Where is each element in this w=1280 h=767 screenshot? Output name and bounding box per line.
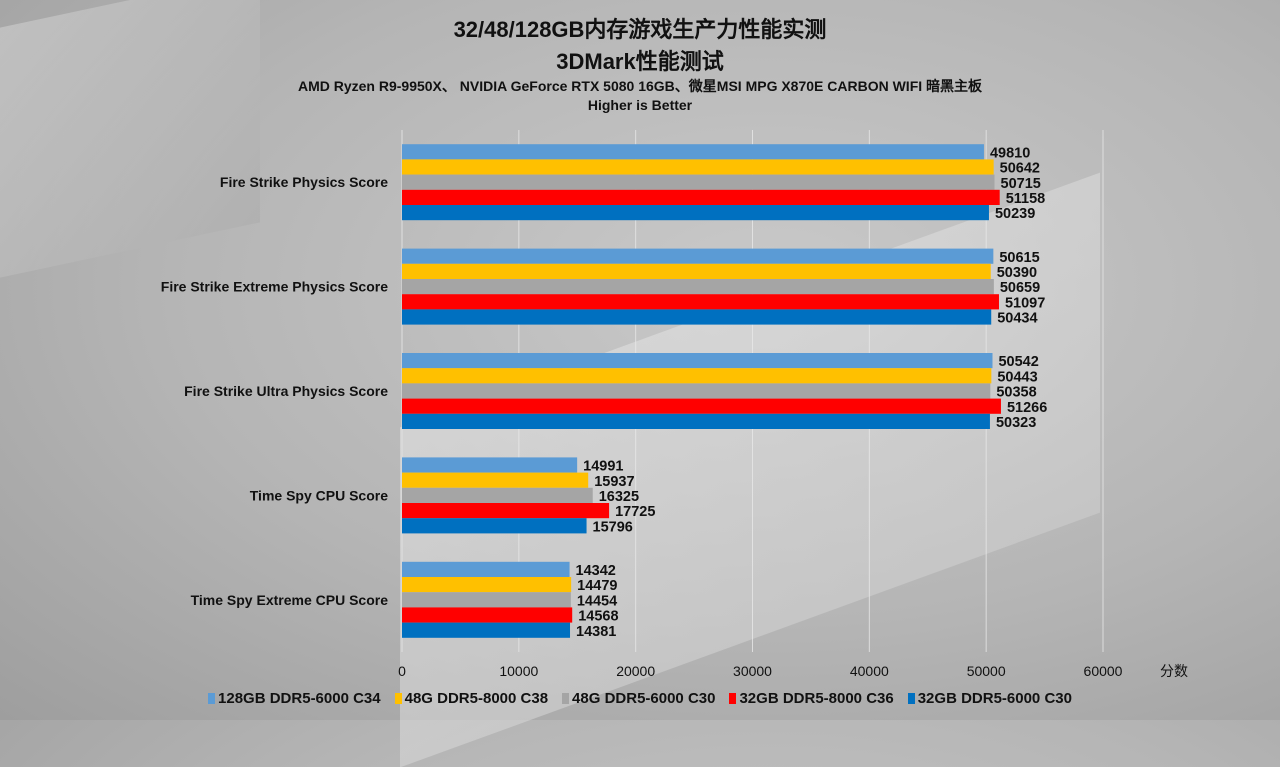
- bar: [402, 174, 995, 190]
- legend-item: 48G DDR5-8000 C38: [394, 690, 549, 707]
- bar: [402, 383, 991, 399]
- bar: [402, 263, 991, 279]
- bar: [402, 309, 992, 325]
- category-label: Fire Strike Ultra Physics Score: [184, 383, 388, 399]
- legend-swatch: [208, 693, 216, 704]
- legend-swatch: [394, 693, 402, 704]
- data-label: 50542: [998, 354, 1038, 370]
- x-tick-label: 30000: [733, 663, 772, 679]
- legend-item: 48G DDR5-6000 C30: [562, 690, 715, 707]
- data-label: 49810: [990, 145, 1030, 161]
- data-label: 15937: [594, 474, 634, 490]
- data-label: 17725: [615, 504, 655, 520]
- bar: [402, 144, 984, 160]
- data-label: 50615: [999, 250, 1039, 266]
- bar: [402, 503, 610, 519]
- x-tick-label: 60000: [1084, 663, 1123, 679]
- bar: [402, 607, 573, 623]
- legend-label: 32GB DDR5-6000 C30: [917, 690, 1072, 707]
- legend-label: 48G DDR5-8000 C38: [404, 690, 549, 707]
- data-label: 50239: [995, 206, 1035, 222]
- bar: [402, 205, 989, 221]
- x-tick-label: 0: [398, 663, 406, 679]
- legend-item: 32GB DDR5-8000 C36: [729, 690, 894, 707]
- x-tick-label: 10000: [499, 663, 538, 679]
- data-label: 50434: [997, 311, 1037, 327]
- bar: [402, 561, 570, 577]
- data-label: 51266: [1007, 400, 1047, 416]
- bar: [402, 592, 571, 608]
- x-tick-label: 20000: [616, 663, 655, 679]
- x-axis-label: 分数: [1160, 663, 1188, 679]
- chart-subtitle: 3DMark性能测试: [556, 49, 724, 74]
- category-label: Time Spy CPU Score: [250, 487, 388, 503]
- legend-swatch: [562, 693, 570, 704]
- chart-test-config: AMD Ryzen R9-9950X、 NVIDIA GeForce RTX 5…: [297, 78, 983, 94]
- chart-title: 32/48/128GB内存游戏生产力性能实测: [453, 17, 827, 42]
- bar: [402, 279, 994, 295]
- bar: [402, 413, 990, 429]
- data-label: 50443: [997, 369, 1037, 385]
- chart-legend: 128GB DDR5-6000 C34 48G DDR5-8000 C38 48G …: [0, 690, 1280, 707]
- bar: [402, 368, 992, 384]
- bar: [402, 294, 999, 310]
- bar: [402, 189, 1000, 205]
- bar: [402, 398, 1001, 414]
- data-label: 14381: [576, 624, 616, 640]
- data-label: 50358: [996, 385, 1036, 401]
- bar: [402, 518, 587, 534]
- legend-label: 48G DDR5-6000 C30: [572, 690, 716, 707]
- data-label: 15796: [593, 519, 633, 535]
- data-label: 51097: [1005, 295, 1045, 311]
- data-label: 50642: [1000, 161, 1040, 177]
- data-label: 14479: [577, 578, 617, 594]
- legend-label: 128GB DDR5-6000 C34: [218, 690, 381, 707]
- legend-item: 128GB DDR5-6000 C34: [208, 690, 381, 707]
- data-label: 14568: [578, 609, 618, 625]
- x-tick-label: 50000: [967, 663, 1006, 679]
- bar: [402, 248, 994, 264]
- data-label: 50323: [996, 415, 1036, 431]
- data-label: 50659: [1000, 280, 1040, 296]
- data-label: 50715: [1001, 176, 1041, 192]
- category-label: Fire Strike Physics Score: [220, 174, 388, 190]
- data-label: 51158: [1006, 191, 1046, 207]
- data-label: 14991: [583, 459, 623, 475]
- bar: [402, 457, 578, 473]
- bar: [402, 577, 572, 593]
- bar: [402, 487, 593, 503]
- legend-swatch: [907, 693, 915, 704]
- data-label: 14454: [577, 593, 617, 609]
- bar: [402, 622, 571, 638]
- chart-note: Higher is Better: [587, 97, 693, 113]
- legend-swatch: [729, 693, 737, 704]
- bar-chart: 0 10000 20000 30000 40000 50000 60000 分数 Fire St…: [161, 130, 1188, 679]
- legend-label: 32GB DDR5-8000 C36: [739, 690, 894, 707]
- bar: [402, 472, 589, 488]
- bar: [402, 353, 993, 369]
- category-label: Fire Strike Extreme Physics Score: [161, 279, 388, 295]
- bar: [402, 159, 994, 175]
- data-label: 14342: [576, 563, 616, 579]
- x-tick-label: 40000: [850, 663, 889, 679]
- data-label: 16325: [599, 489, 639, 505]
- legend-item: 32GB DDR5-6000 C30: [907, 690, 1072, 707]
- category-label: Time Spy Extreme CPU Score: [191, 592, 389, 608]
- data-label: 50390: [997, 265, 1037, 281]
